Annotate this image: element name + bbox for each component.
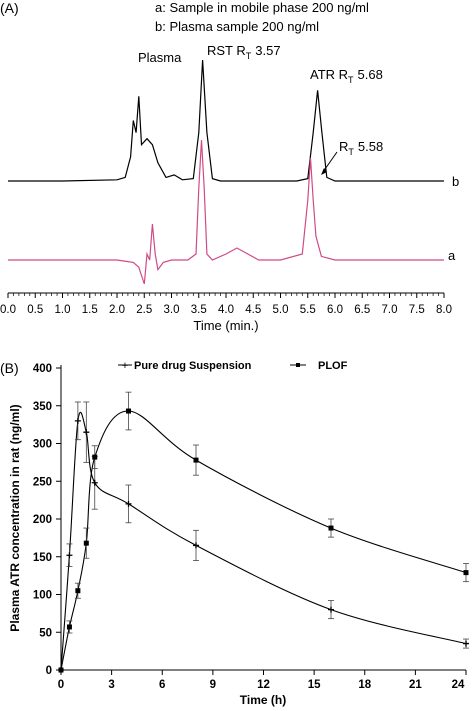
y-tick-label-b: 150 — [33, 552, 52, 564]
y-tick-label-b: 50 — [39, 627, 52, 639]
x-tick-label-a: 1.5 — [82, 304, 98, 316]
rst-label: RST RT 3.57 — [207, 43, 281, 61]
y-tick-label-b: 300 — [33, 439, 52, 451]
x-tick-label-a: 7.0 — [382, 304, 398, 316]
series-plof-point — [92, 454, 98, 460]
x-tick-label-a: 5.0 — [273, 304, 289, 316]
x-ticks-b: 0 3 6 9 12 15 18 21 24 — [58, 670, 467, 691]
series-plof-point — [75, 588, 81, 594]
x-tick-label-a: 0.5 — [27, 304, 43, 316]
x-tick-label-a: 4.0 — [218, 304, 234, 316]
series-plof-point — [126, 408, 131, 414]
rst-value: 3.57 — [255, 43, 280, 58]
series-pure-point — [328, 606, 334, 613]
trace-a-label: a — [448, 248, 456, 263]
trace-b-line — [8, 59, 444, 182]
chromatogram-panel: (A) a: Sample in mobile phase 200 ng/ml … — [0, 0, 459, 333]
x-tick-label-b: 18 — [358, 679, 371, 691]
x-tick-label-a: 3.0 — [164, 304, 180, 316]
atr-prefix: ATR R — [310, 67, 348, 82]
x-tick-label-a: 4.5 — [245, 304, 261, 316]
x-tick-label-b: 15 — [308, 679, 321, 691]
series-plof-point — [58, 667, 64, 673]
legend: + Pure drug Suspension PLOF — [118, 360, 348, 372]
series-group-b — [58, 391, 469, 673]
panel-a-label: (A) — [0, 0, 19, 16]
series-plof-point — [328, 525, 334, 531]
x-ticks-a: 0.0 0.5 1.0 1.5 2.0 2.5 3.0 3.5 4.0 4.5 5.0 5.5 6.0 6… — [0, 293, 452, 316]
series-plof-point — [66, 624, 72, 630]
y-tick-label-b: 0 — [46, 665, 52, 677]
y-tick-label-b: 200 — [33, 514, 52, 526]
series-plof-line — [60, 410, 467, 671]
x-tick-label-b: 12 — [257, 679, 270, 691]
panel-b-label: (B) — [0, 360, 19, 376]
legend-pure-marker: + — [122, 360, 128, 372]
legend-plof-label: PLOF — [318, 360, 348, 372]
x-tick-label-a: 2.5 — [136, 304, 152, 316]
x-tick-label-b: 0 — [58, 679, 64, 691]
atr-label: ATR RT 5.68 — [310, 67, 383, 85]
x-tick-label-a: 1.0 — [55, 304, 71, 316]
x-tick-label-b: 21 — [409, 679, 422, 691]
trace-a-line — [8, 139, 444, 285]
trace-b-label: b — [452, 174, 459, 189]
atr-subscript: T — [348, 75, 354, 85]
x-tick-label-a: 7.5 — [409, 304, 425, 316]
y-tick-label-b: 350 — [33, 401, 52, 413]
x-tick-label-a: 2.0 — [109, 304, 125, 316]
y-ticks-b: 0 50 100 150 200 250 300 350 400 — [33, 363, 61, 677]
legend-pure-label: Pure drug Suspension — [134, 360, 252, 372]
plasma-label: Plasma — [138, 50, 182, 65]
y-tick-label-b: 250 — [33, 476, 52, 488]
x-tick-label-a: 6.0 — [327, 304, 343, 316]
x-tick-label-b: 9 — [210, 679, 216, 691]
series-pure-point — [74, 417, 81, 424]
series-pure-line — [60, 411, 467, 671]
series-plof-point — [193, 457, 199, 463]
rt-label: RT 5.58 — [339, 139, 383, 157]
pk-panel: (B) + Pure drug Suspension PLOF 0 50 100 15… — [0, 360, 469, 707]
rst-subscript: T — [246, 51, 252, 61]
x-tick-label-a: 3.5 — [191, 304, 207, 316]
y-tick-label-b: 100 — [33, 590, 52, 602]
x-tick-label-a: 5.5 — [300, 304, 316, 316]
rt-pointer-arrowhead — [321, 168, 327, 175]
legend-a-text: a: Sample in mobile phase 200 ng/ml — [155, 0, 369, 15]
x-tick-label-b: 3 — [108, 679, 114, 691]
series-pure-point — [91, 479, 98, 486]
series-pure-point — [193, 542, 199, 549]
series-plof-point — [83, 540, 89, 546]
series-pure-point — [125, 500, 132, 507]
series-plof-point — [463, 570, 469, 576]
y-axis-title-b: Plasma ATR concentration in rat (ng/ml) — [8, 404, 22, 631]
x-tick-label-b: 6 — [159, 679, 165, 691]
x-tick-label-a: 8.0 — [436, 304, 452, 316]
rt-value: 5.58 — [358, 139, 383, 154]
x-axis-title-b: Time (h) — [240, 693, 286, 707]
legend-plof-marker — [296, 363, 300, 367]
atr-value: 5.68 — [358, 67, 383, 82]
x-tick-label-a: 0.0 — [0, 304, 16, 316]
y-tick-label-b: 400 — [33, 363, 52, 375]
rt-subscript: T — [348, 147, 354, 157]
rt-prefix: R — [339, 139, 348, 154]
x-tick-label-b: 24 — [452, 679, 465, 691]
legend-b-text: b: Plasma sample 200 ng/ml — [155, 19, 319, 34]
series-pure-point — [66, 552, 73, 559]
series-pure-point — [463, 640, 469, 647]
x-tick-label-a: 6.5 — [354, 304, 370, 316]
series-pure-point — [83, 429, 90, 436]
x-axis-title-a: Time (min.) — [193, 318, 258, 333]
rst-prefix: RST R — [207, 43, 246, 58]
